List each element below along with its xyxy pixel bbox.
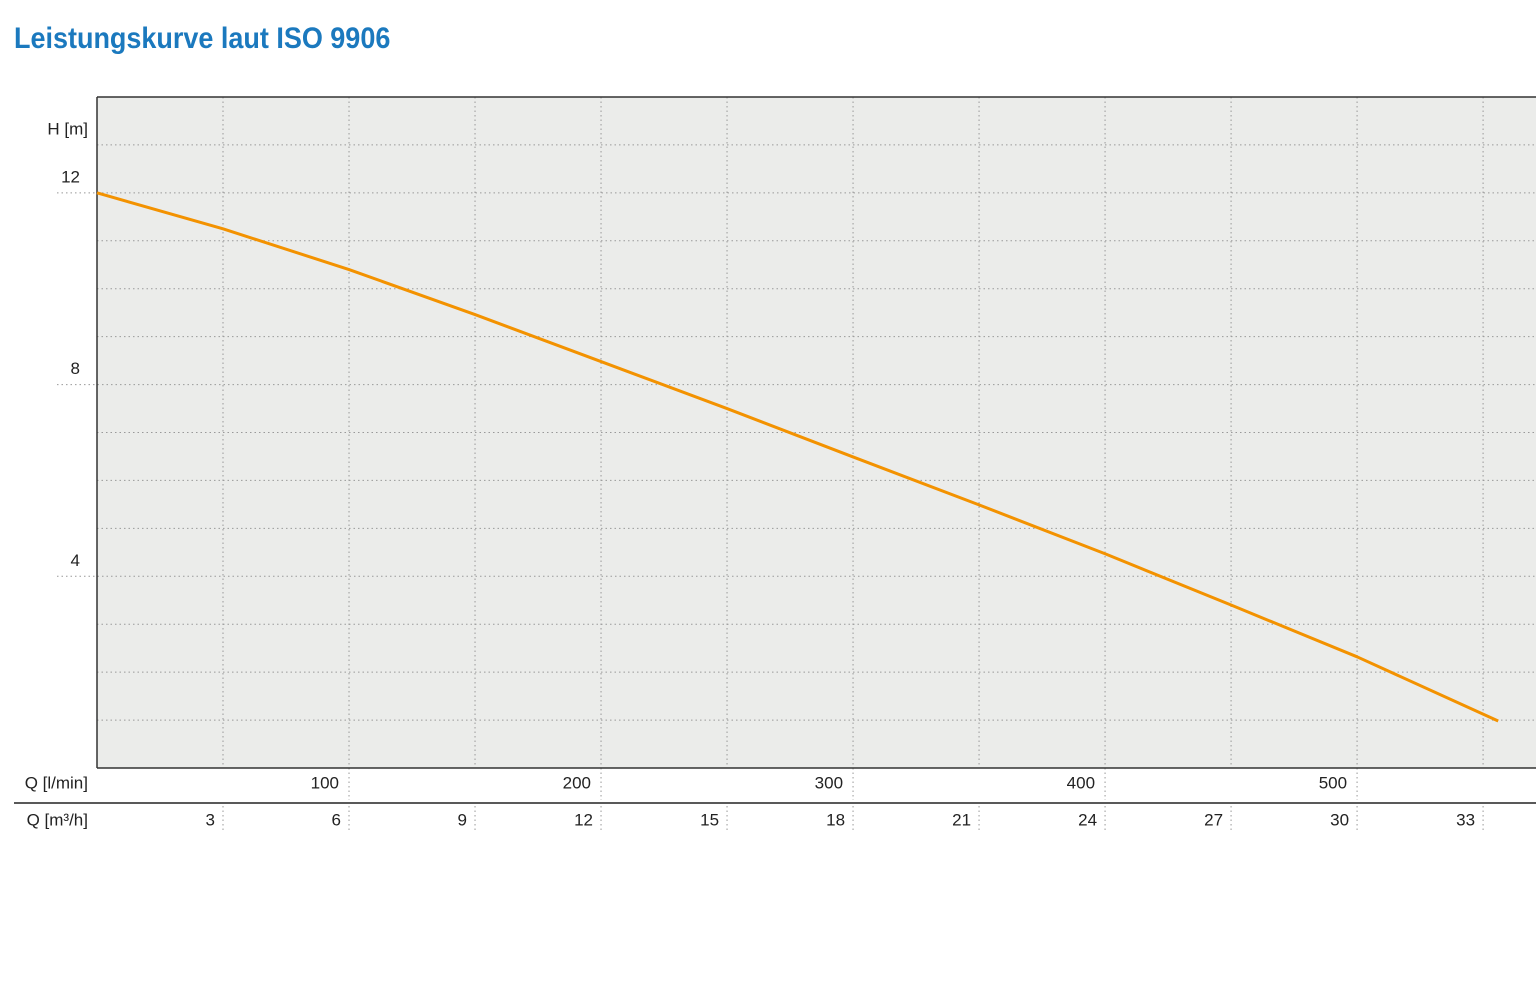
x2-tick-label: 12	[574, 810, 593, 829]
x-tick-label: 200	[563, 773, 591, 792]
y-tick-label: 4	[71, 551, 80, 570]
x2-tick-label: 21	[952, 810, 971, 829]
y-axis-label: H [m]	[47, 119, 88, 138]
x-axis-label: Q [l/min]	[25, 773, 88, 792]
y-tick-label: 8	[71, 359, 80, 378]
x-tick-label: 400	[1067, 773, 1095, 792]
x-tick-label: 100	[311, 773, 339, 792]
x2-tick-label: 27	[1204, 810, 1223, 829]
x2-tick-label: 3	[206, 810, 215, 829]
x2-tick-label: 24	[1078, 810, 1097, 829]
x2-tick-label: 33	[1456, 810, 1475, 829]
x2-tick-label: 18	[826, 810, 845, 829]
y-tick-label: 12	[61, 167, 80, 186]
x2-tick-label: 30	[1330, 810, 1349, 829]
performance-curve	[96, 191, 1499, 723]
x-tick-label: 500	[1319, 773, 1347, 792]
x2-tick-label: 9	[458, 810, 467, 829]
x-tick-label: 300	[815, 773, 843, 792]
x2-tick-label: 15	[700, 810, 719, 829]
chart-title: Leistungskurve laut ISO 9906	[14, 22, 390, 56]
plot-area	[97, 97, 1536, 768]
x2-axis-label: Q [m³/h]	[27, 810, 88, 829]
x2-tick-label: 6	[332, 810, 341, 829]
